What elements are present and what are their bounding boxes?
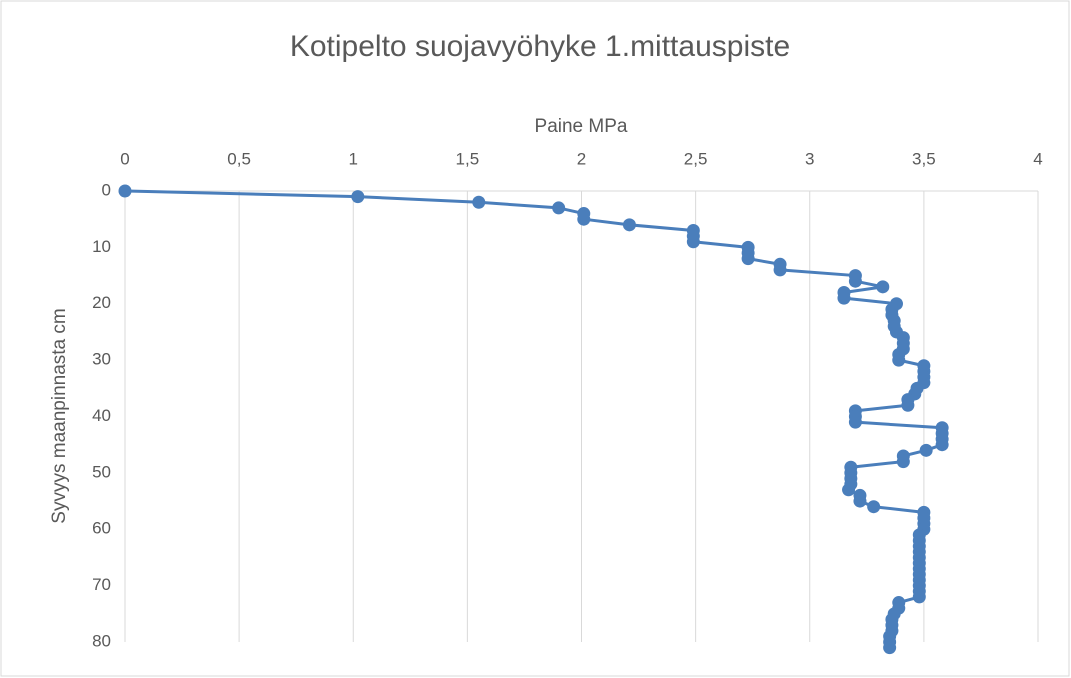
y-tick-label: 70 (92, 575, 111, 594)
x-tick-label: 2 (577, 149, 586, 168)
y-tick-label: 30 (92, 350, 111, 369)
data-point (935, 438, 949, 452)
data-point (883, 641, 897, 655)
data-point (686, 235, 700, 249)
data-point (848, 274, 862, 288)
data-point (919, 443, 933, 457)
x-axis-title: Paine MPa (535, 116, 628, 137)
x-tick-label: 1,5 (456, 149, 480, 168)
data-point (741, 252, 755, 266)
data-point (577, 212, 591, 226)
y-tick-label: 20 (92, 293, 111, 312)
data-point (912, 590, 926, 604)
x-tick-label: 1 (349, 149, 358, 168)
y-tick-label: 10 (92, 237, 111, 256)
data-point (118, 184, 132, 198)
data-point (773, 263, 787, 277)
data-point (837, 291, 851, 305)
x-tick-label: 4 (1033, 149, 1042, 168)
x-tick-label: 0 (120, 149, 129, 168)
y-tick-label: 60 (92, 519, 111, 538)
data-point (853, 494, 867, 508)
data-point (901, 398, 915, 412)
chart-title: Kotipelto suojavyöhyke 1.mittauspiste (290, 30, 790, 63)
y-tick-label: 0 (102, 180, 111, 199)
x-tick-label: 3,5 (912, 149, 936, 168)
data-point (876, 280, 890, 294)
y-tick-label: 50 (92, 462, 111, 481)
data-point (552, 201, 566, 215)
data-point (892, 353, 906, 367)
x-tick-label: 3 (805, 149, 814, 168)
data-point (842, 483, 856, 497)
data-point (848, 415, 862, 429)
x-tick-label: 0,5 (227, 149, 251, 168)
y-tick-label: 80 (92, 631, 111, 650)
y-axis-title: Syvyys maanpinnasta cm (49, 308, 70, 523)
data-point (351, 190, 365, 204)
x-tick-label: 2,5 (684, 149, 708, 168)
data-point (472, 195, 486, 209)
data-point (622, 218, 636, 232)
y-tick-label: 40 (92, 406, 111, 425)
data-point (867, 500, 881, 514)
data-point (896, 455, 910, 469)
